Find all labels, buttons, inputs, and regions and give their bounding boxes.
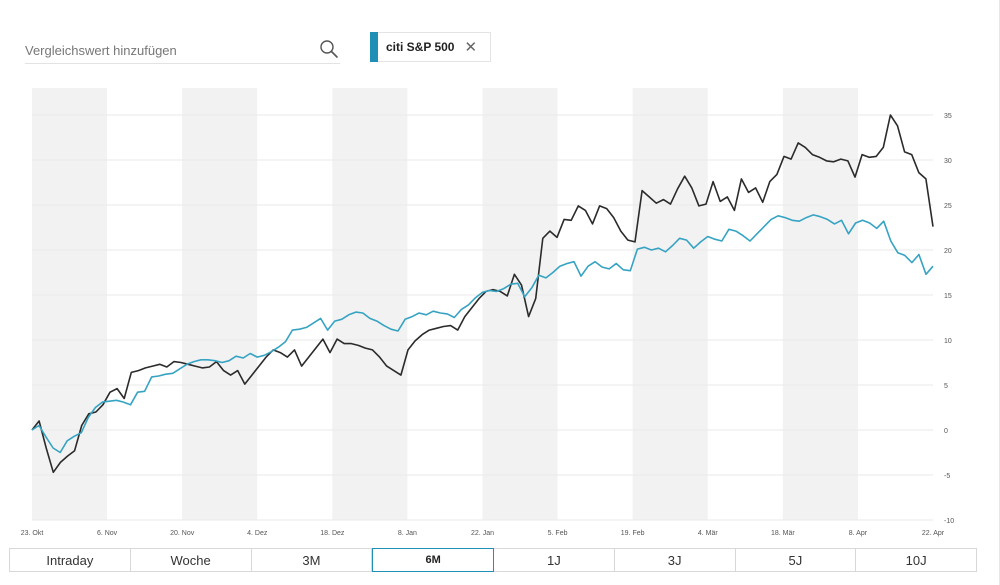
x-tick-label: 22. Jan — [471, 530, 494, 537]
y-tick-label: 30 — [944, 158, 952, 165]
search-input[interactable] — [25, 38, 305, 62]
x-tick-label: 18. Mär — [771, 530, 795, 537]
main-series-line — [31, 114, 934, 474]
y-tick-label: 0 — [944, 428, 948, 435]
y-tick-label: 10 — [944, 338, 952, 345]
x-tick-label: 8. Apr — [849, 530, 868, 537]
shaded-band — [632, 88, 708, 520]
timeframe-button-10j[interactable]: 10J — [856, 548, 977, 572]
search-icon[interactable] — [318, 38, 340, 60]
timeframe-button-3m[interactable]: 3M — [251, 548, 373, 572]
y-tick-label: 20 — [944, 248, 952, 255]
shaded-band — [182, 88, 258, 520]
timeframe-button-3j[interactable]: 3J — [614, 548, 736, 572]
x-tick-label: 19. Feb — [621, 530, 645, 537]
timeframe-button-5j[interactable]: 5J — [735, 548, 857, 572]
timeframe-button-intraday[interactable]: Intraday — [9, 548, 131, 572]
performance-chart: 35 30 25 20 15 10 5 0 -5 -10 23. Okt 6. Nov 20. Nov 4… — [21, 88, 954, 537]
y-tick-label: 15 — [944, 293, 952, 300]
shaded-band — [482, 88, 558, 520]
y-tick-label: 5 — [944, 383, 948, 390]
x-tick-label: 20. Nov — [170, 530, 195, 537]
compare-search — [25, 36, 340, 64]
y-tick-label: -5 — [944, 473, 950, 480]
x-tick-label: 18. Dez — [320, 530, 345, 537]
timeframe-selector: Intraday Woche 3M 6M 1J 3J 5J 10J — [9, 548, 977, 572]
compare-series-line — [31, 214, 934, 454]
x-tick-label: 4. Dez — [247, 530, 268, 537]
timeframe-button-1j[interactable]: 1J — [494, 548, 615, 572]
compare-color-marker — [370, 32, 378, 62]
x-tick-label: 22. Apr — [922, 530, 945, 537]
timeframe-button-woche[interactable]: Woche — [130, 548, 252, 572]
x-tick-label: 23. Okt — [21, 530, 44, 537]
y-tick-label: -10 — [944, 518, 954, 525]
compare-chip-label: citi S&P 500 — [386, 40, 455, 54]
x-tick-label: 8. Jan — [398, 530, 417, 537]
x-tick-label: 4. Mär — [698, 530, 719, 537]
x-tick-label: 6. Nov — [97, 530, 118, 537]
close-icon[interactable]: ✕ — [464, 38, 478, 56]
timeframe-button-6m[interactable]: 6M — [372, 548, 494, 572]
x-tick-label: 5. Feb — [548, 530, 568, 537]
y-tick-label: 35 — [944, 113, 952, 120]
y-tick-label: 25 — [944, 203, 952, 210]
compare-chip: citi S&P 500 ✕ — [370, 32, 491, 62]
shaded-band — [332, 88, 408, 520]
